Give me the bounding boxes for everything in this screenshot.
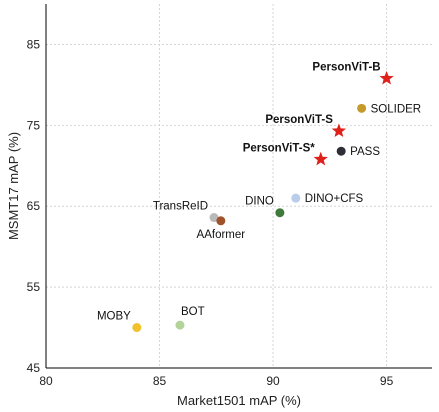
point-transreid xyxy=(209,213,219,223)
y-tick-label: 65 xyxy=(27,199,41,213)
point-label-moby: MOBY xyxy=(97,311,131,323)
data-points xyxy=(132,70,394,333)
point-moby xyxy=(132,323,142,333)
point-solider xyxy=(357,103,367,113)
y-tick-label: 85 xyxy=(27,37,41,51)
point-dino xyxy=(275,208,285,218)
point-label-dino: DINO xyxy=(245,196,274,208)
point-label-pass: PASS xyxy=(350,146,380,158)
point-bot xyxy=(175,320,185,330)
point-star-personvit-s xyxy=(331,123,347,138)
point-star-personvit-b xyxy=(379,70,394,85)
x-tick-label: 90 xyxy=(266,374,280,388)
point-label-transreid: TransReID xyxy=(153,201,208,213)
x-tick-label: 95 xyxy=(380,374,394,388)
point-label-personvit-s: PersonViT-S xyxy=(265,114,333,126)
x-axis-title: Market1501 mAP (%) xyxy=(177,393,301,408)
x-tick-label: 85 xyxy=(153,374,167,388)
point-label-dino-cfs: DINO+CFS xyxy=(305,193,364,205)
x-tick-label: 80 xyxy=(39,374,53,388)
point-label-bot: BOT xyxy=(181,306,205,318)
point-label-personvit-s: PersonViT-S* xyxy=(243,142,316,154)
point-label-solider: SOLIDER xyxy=(371,103,422,115)
point-aaformer xyxy=(216,216,226,226)
point-pass xyxy=(336,146,346,156)
point-labels: PersonViT-B SOLIDER PersonViT-S PASS PersonV… xyxy=(97,61,421,322)
y-tick-label: 75 xyxy=(27,118,41,132)
y-axis-title: MSMT17 mAP (%) xyxy=(6,132,21,240)
point-dino-cfs xyxy=(291,193,301,203)
point-label-aaformer: AAformer xyxy=(197,229,246,241)
axes xyxy=(45,4,432,369)
y-tick-label: 45 xyxy=(27,361,41,375)
y-tick-label: 55 xyxy=(27,280,41,294)
tick-labels: 80 85 90 95 45 55 65 75 85 xyxy=(27,37,394,388)
point-star-personvit-s xyxy=(313,151,328,166)
point-label-personvit-b: PersonViT-B xyxy=(312,61,380,73)
